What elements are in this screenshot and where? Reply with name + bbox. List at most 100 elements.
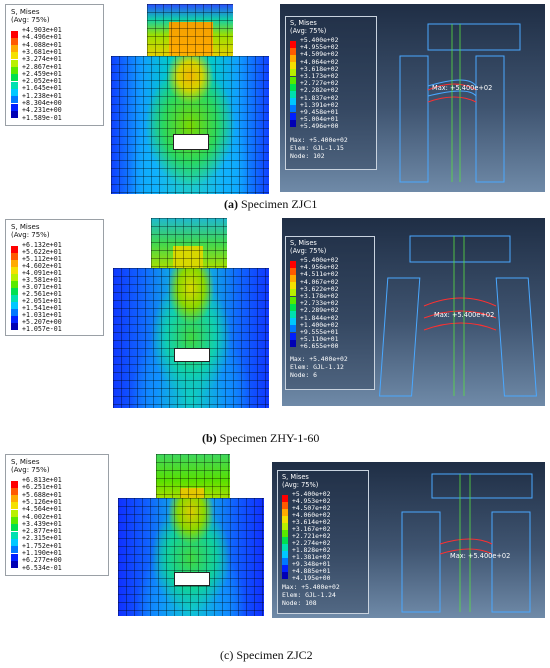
legend-color-swatch [11,560,18,568]
legend-color-swatch [11,266,18,274]
legend-value: +5.622e+01 [22,248,62,256]
legend-color-swatch [290,40,296,48]
legend-value: +4.067e+02 [300,277,339,286]
legend-value: +1.645e+01 [22,84,62,93]
legend-row: +4.511e+02 [290,271,370,282]
legend-avg: (Avg: 75%) [290,27,327,35]
legend-color-swatch [11,546,18,554]
legend-value: +6.251e+01 [22,483,62,492]
concrete-stress-legend-b: S, Mises (Avg: 75%) +6.132e+01 +5.622e+01… [5,219,104,336]
concrete-stress-legend-a: S, Mises (Avg: 75%) +4.903e+01 +4.496e+01… [5,4,104,126]
legend-value: +4.496e+01 [22,33,62,42]
legend-row: +9.348e+01 [282,561,362,572]
legend-color-swatch [11,524,18,532]
legend-color-swatch [290,339,296,347]
legend-value: +4.064e+02 [300,57,339,66]
caption-text: Specimen ZJC1 [238,197,318,211]
max-annotation: Max: +5.400e+02 [434,311,495,319]
legend-row: +3.618e+02 [290,65,370,77]
legend-color-swatch [11,502,18,510]
legend-color-swatch [11,487,18,495]
legend-color-swatch [11,245,18,253]
legend-color-swatch [11,280,18,288]
legend-node: Node: 102 [290,152,325,160]
legend-value: +2.274e+02 [292,539,331,547]
legend-row: +5.400e+02 [290,257,370,268]
caption-text: Specimen ZHY-1-60 [216,431,320,445]
legend-row: +1.190e+01 [11,550,113,561]
legend-value: +1.057e-01 [22,325,62,333]
legend-row: +1.400e+02 [290,321,370,333]
legend-value: +2.867e+01 [22,62,62,71]
steel-frame-wireframe [379,235,537,397]
legend-row: +2.051e+01 [11,297,108,309]
legend-avg: (Avg: 75%) [11,16,50,24]
legend-color-swatch [290,90,296,98]
legend-value: +4.564e+01 [22,505,62,514]
legend-value: +3.614e+02 [292,518,331,526]
legend-value: +2.282e+02 [300,86,339,95]
legend-title: S, Mises [290,19,317,27]
legend-color-swatch [290,289,296,297]
legend-color-swatch [11,259,18,267]
legend-row: +3.178e+02 [290,293,370,304]
legend-row: +4.060e+02 [282,511,362,523]
legend-value: +1.381e+02 [292,553,331,561]
legend-value: +2.459e+01 [22,69,62,78]
legend-value: +6.132e+01 [22,241,62,249]
caption-letter: (a) [224,197,238,211]
legend-color-swatch [11,480,18,488]
legend-row: +3.173e+02 [290,73,370,84]
legend-max: Max: +5.400e+02 [290,355,348,363]
legend-row: +5.496e+00 [290,123,370,130]
max-annotation: Max: +5.400e+02 [450,552,511,560]
legend-color-swatch [11,308,18,316]
legend-color-swatch [290,296,296,304]
legend-color-swatch [11,315,18,323]
legend-row: +1.238e+01 [11,92,108,104]
legend-value: +1.031e+01 [22,311,62,319]
legend-value: +4.231e+00 [22,106,62,115]
legend-color-swatch [290,98,296,106]
legend-row: +2.733e+02 [290,300,370,311]
legend-elem: Elem: GJL-1.24 [282,591,336,599]
legend-value: +4.060e+02 [292,511,331,519]
legend-value: +1.541e+01 [22,304,62,312]
legend-color-swatch [11,37,18,45]
legend-avg: (Avg: 75%) [290,247,327,255]
opening [173,134,209,150]
legend-row: +2.282e+02 [290,86,370,98]
legend-row: +3.681e+01 [11,48,108,60]
legend-row: +6.277e+00 [11,557,113,568]
legend-row: +1.381e+02 [282,553,362,565]
concrete-contour-b [113,218,269,408]
legend-color-swatch [290,105,296,113]
legend-row: +4.231e+00 [11,106,108,118]
legend-color-swatch [290,282,296,290]
legend-row: +1.837e+02 [290,94,370,106]
legend-color-swatch [11,110,18,118]
legend-value: +2.727e+02 [300,79,339,88]
legend-elem: Elem: GJL-1.15 [290,144,344,152]
legend-value: +5.496e+00 [300,122,339,131]
legend-row: +5.004e+01 [290,116,370,127]
legend-row: +9.555e+01 [290,329,370,340]
legend-value: +4.088e+01 [22,40,62,49]
legend-color-swatch [290,325,296,333]
legend-title: S, Mises [290,239,317,247]
legend-value: +4.195e+00 [292,574,331,582]
steel-view-b: S, Mises (Avg: 75%) Max: +5.400e+02 Elem… [282,218,545,406]
caption-b: (b) Specimen ZHY-1-60 [202,431,319,446]
steel-stress-legend-a: S, Mises (Avg: 75%) Max: +5.400e+02 Elem… [285,16,377,170]
legend-row: +1.589e-01 [11,114,108,122]
legend-value: +4.903e+01 [22,26,62,34]
legend-color-swatch [11,294,18,302]
legend-color-swatch [290,69,296,77]
legend-color-swatch [282,564,288,572]
legend-color-swatch [282,543,288,551]
legend-value: +5.112e+01 [22,255,62,263]
legend-value: +2.051e+01 [22,297,62,305]
legend-color-swatch [282,515,288,523]
legend-row: +1.391e+02 [290,101,370,113]
legend-title: S, Mises [11,8,40,16]
